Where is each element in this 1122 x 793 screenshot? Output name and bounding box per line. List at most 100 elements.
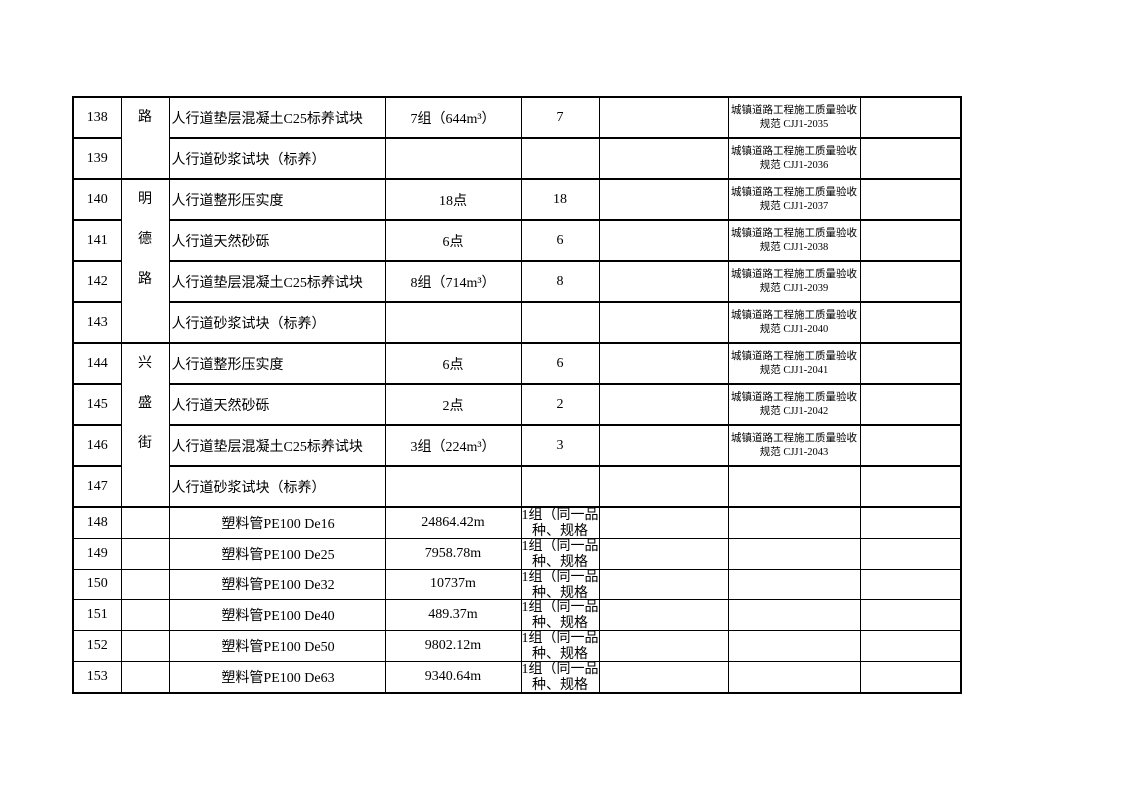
road-group-cell: 兴盛街 [120, 342, 170, 508]
row-number: 146 [72, 424, 122, 467]
quantity: 9340.64m [384, 660, 522, 694]
row-number: 143 [72, 301, 122, 344]
standard-reference [727, 465, 861, 508]
remarks-cell [859, 260, 962, 303]
row-number: 141 [72, 219, 122, 262]
sample-count [520, 301, 600, 344]
sample-count: 18 [520, 178, 600, 221]
sample-count: 1组（同一品种、规格 [520, 660, 600, 694]
row-number: 152 [72, 630, 122, 662]
remarks-cell [859, 465, 962, 508]
road-name-char: 盛 [138, 396, 152, 411]
blank-cell [598, 219, 729, 262]
road-name-char: 路 [138, 110, 152, 125]
row-number: 150 [72, 568, 122, 601]
remarks-cell [859, 506, 962, 539]
row-number: 151 [72, 599, 122, 632]
table-row: 141 人行道天然砂砾 6点 6 城镇道路工程施工质量验收规范 CJJ1-2038 [72, 219, 962, 262]
remarks-cell [859, 599, 962, 632]
remarks-cell [859, 96, 962, 139]
row-number: 145 [72, 383, 122, 426]
table-row: 139 人行道砂浆试块（标养） 城镇道路工程施工质量验收规范 CJJ1-2036 [72, 137, 962, 180]
inspection-table: 138 路人行道垫层混凝土C25标养试块 7组（644m³） 7 城镇道路工程施工质量验… [72, 96, 962, 694]
sample-count-text: 1组（同一品种、规格 [521, 569, 599, 599]
item-name: 人行道垫层混凝土C25标养试块 [168, 424, 386, 467]
blank-cell [598, 137, 729, 180]
table-row: 145 人行道天然砂砾 2点 2 城镇道路工程施工质量验收规范 CJJ1-2042 [72, 383, 962, 426]
item-name: 人行道砂浆试块（标养） [168, 137, 386, 180]
quantity: 9802.12m [384, 630, 522, 662]
quantity: 24864.42m [384, 506, 522, 539]
item-name: 塑料管PE100 De32 [168, 568, 386, 601]
standard-reference: 城镇道路工程施工质量验收规范 CJJ1-2041 [727, 342, 861, 385]
standard-reference: 城镇道路工程施工质量验收规范 CJJ1-2039 [727, 260, 861, 303]
remarks-cell [859, 630, 962, 662]
road-group-cell [120, 506, 170, 539]
standard-reference: 城镇道路工程施工质量验收规范 CJJ1-2038 [727, 219, 861, 262]
standard-reference: 城镇道路工程施工质量验收规范 CJJ1-2035 [727, 96, 861, 139]
table-row: 153 塑料管PE100 De63 9340.64m 1组（同一品种、规格 [72, 660, 962, 694]
item-name: 人行道整形压实度 [168, 178, 386, 221]
sample-count-text: 1组（同一品种、规格 [521, 538, 599, 568]
blank-cell [598, 660, 729, 694]
table-row: 149 塑料管PE100 De25 7958.78m 1组（同一品种、规格 [72, 537, 962, 570]
blank-cell [598, 342, 729, 385]
remarks-cell [859, 219, 962, 262]
remarks-cell [859, 383, 962, 426]
road-group-cell [120, 599, 170, 632]
table-row: 143 人行道砂浆试块（标养） 城镇道路工程施工质量验收规范 CJJ1-2040 [72, 301, 962, 344]
sample-count: 3 [520, 424, 600, 467]
quantity: 7组（644m³） [384, 96, 522, 139]
road-group-cell [120, 660, 170, 694]
sample-count: 1组（同一品种、规格 [520, 537, 600, 570]
sample-count: 1组（同一品种、规格 [520, 599, 600, 632]
blank-cell [598, 599, 729, 632]
item-name: 塑料管PE100 De25 [168, 537, 386, 570]
remarks-cell [859, 342, 962, 385]
remarks-cell [859, 178, 962, 221]
standard-reference [727, 568, 861, 601]
road-group-cell [120, 537, 170, 570]
standard-reference [727, 599, 861, 632]
item-name: 人行道垫层混凝土C25标养试块 [168, 260, 386, 303]
blank-cell [598, 465, 729, 508]
item-name: 塑料管PE100 De40 [168, 599, 386, 632]
quantity: 2点 [384, 383, 522, 426]
sample-count: 8 [520, 260, 600, 303]
table-row: 138 路 人行道垫层混凝土C25标养试块 7组（644m³） 7 城镇道路工程施工质量验… [72, 96, 962, 180]
quantity [384, 137, 522, 180]
standard-reference: 城镇道路工程施工质量验收规范 CJJ1-2037 [727, 178, 861, 221]
road-name-char: 明 [138, 192, 152, 207]
table-row: 148 塑料管PE100 De16 24864.42m 1组（同一品种、规格 [72, 506, 962, 539]
road-name-char: 街 [138, 436, 152, 451]
table-row: 142 人行道垫层混凝土C25标养试块 8组（714m³） 8 城镇道路工程施工质量验收… [72, 260, 962, 303]
row-number: 140 [72, 178, 122, 221]
blank-cell [598, 260, 729, 303]
row-number: 138 [72, 96, 122, 139]
blank-cell [598, 506, 729, 539]
quantity: 3组（224m³） [384, 424, 522, 467]
standard-reference [727, 660, 861, 694]
quantity: 489.37m [384, 599, 522, 632]
quantity: 6点 [384, 342, 522, 385]
road-group-cell: 明德路 [120, 178, 170, 344]
item-name: 人行道垫层混凝土C25标养试块 [168, 96, 386, 139]
standard-reference: 城镇道路工程施工质量验收规范 CJJ1-2040 [727, 301, 861, 344]
row-number: 148 [72, 506, 122, 539]
row-number: 142 [72, 260, 122, 303]
sample-count: 7 [520, 96, 600, 139]
sample-count: 1组（同一品种、规格 [520, 630, 600, 662]
quantity [384, 465, 522, 508]
quantity: 10737m [384, 568, 522, 601]
sample-count: 6 [520, 219, 600, 262]
item-name: 塑料管PE100 De63 [168, 660, 386, 694]
blank-cell [598, 383, 729, 426]
sample-count-text: 1组（同一品种、规格 [521, 631, 599, 661]
item-name: 塑料管PE100 De16 [168, 506, 386, 539]
sample-count [520, 137, 600, 180]
blank-cell [598, 630, 729, 662]
blank-cell [598, 178, 729, 221]
blank-cell [598, 424, 729, 467]
table-row: 140 明德路人行道整形压实度 18点 18 城镇道路工程施工质量验收规范 CJJ1-2… [72, 178, 962, 344]
remarks-cell [859, 301, 962, 344]
